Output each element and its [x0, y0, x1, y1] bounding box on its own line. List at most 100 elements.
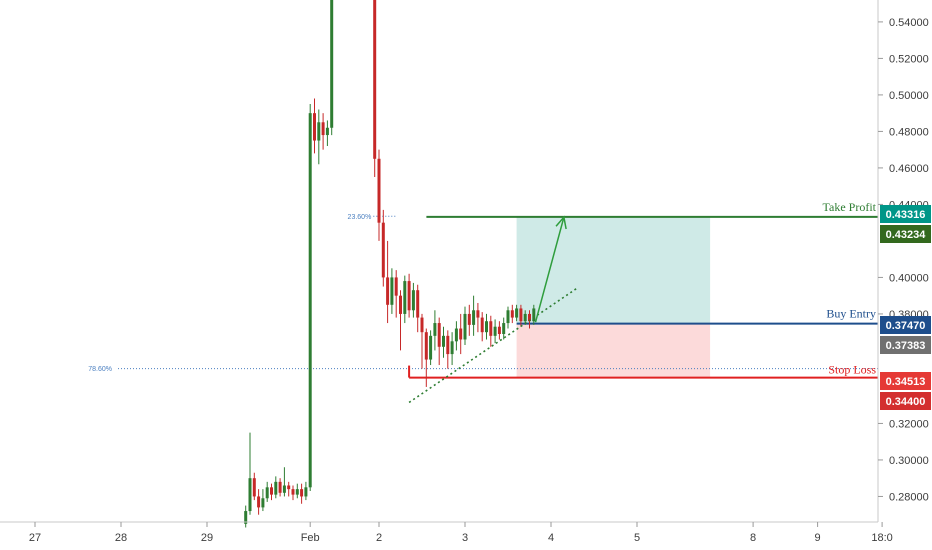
candle	[330, 0, 334, 136]
candle	[394, 270, 398, 318]
x-tick-label: 9	[815, 532, 821, 544]
candle-body	[300, 489, 304, 497]
candle-body	[252, 478, 256, 497]
candle-body	[437, 323, 441, 347]
candle-body	[480, 317, 484, 333]
candle	[459, 313, 463, 355]
candle	[420, 313, 424, 369]
x-tick-label: 27	[29, 532, 41, 544]
candle-body	[295, 489, 299, 495]
projection-arrow-head	[555, 215, 567, 230]
y-tick-label: 0.48000	[889, 126, 929, 138]
candle-body	[528, 313, 531, 322]
candle	[377, 149, 381, 241]
candle-body	[485, 321, 488, 333]
candle-body	[304, 487, 308, 497]
candle	[446, 330, 450, 369]
candle	[373, 0, 377, 178]
candle	[403, 275, 407, 324]
candle	[282, 467, 286, 497]
price-badge-bg	[880, 225, 931, 243]
candle	[321, 113, 325, 150]
candle-body	[257, 496, 261, 508]
candle-body	[403, 281, 407, 314]
price-badge: 0.37470	[880, 316, 931, 334]
candle-body	[321, 122, 325, 136]
candle-body	[248, 478, 252, 512]
y-tick-label: 0.50000	[889, 90, 929, 102]
candle	[493, 319, 497, 344]
candle	[317, 109, 321, 165]
candle	[433, 310, 437, 351]
stop-loss-label: Stop Loss	[828, 363, 876, 377]
candle	[485, 313, 488, 340]
price-badge-bg	[880, 205, 931, 223]
y-axis: 0.540000.520000.500000.480000.460000.440…	[878, 17, 929, 503]
price-badge-bg	[880, 336, 931, 354]
candle	[274, 476, 278, 499]
candle	[265, 481, 269, 502]
price-badge: 0.37383	[880, 336, 931, 354]
candle	[261, 489, 265, 512]
candle	[278, 478, 282, 497]
candle	[381, 209, 385, 287]
candle	[476, 302, 480, 333]
candle	[304, 481, 308, 501]
candle	[295, 483, 299, 499]
candle	[248, 432, 252, 515]
y-tick-label: 0.32000	[889, 418, 929, 430]
price-badge-bg	[880, 316, 931, 334]
candle-body	[261, 498, 265, 508]
x-axis: 27 28 29 Feb 2 3 4 5 8 9 18:0	[29, 522, 893, 544]
price-badge: 0.43316	[880, 205, 931, 223]
candle	[519, 304, 523, 327]
candle-body	[399, 295, 402, 314]
candle	[472, 295, 476, 336]
candle-body	[497, 326, 501, 335]
y-tick-label: 0.30000	[889, 455, 929, 467]
candle-body	[373, 0, 377, 159]
candle	[252, 472, 256, 501]
price-badge-label: 0.43234	[886, 229, 927, 241]
candle	[528, 310, 531, 329]
x-tick-label: 5	[634, 532, 640, 544]
candle	[287, 481, 291, 497]
candle	[386, 240, 390, 324]
x-tick-label: 4	[548, 532, 554, 544]
candle-body	[330, 0, 334, 128]
candle	[424, 328, 428, 387]
candle-body	[532, 308, 536, 322]
x-tick-label: 3	[462, 532, 468, 544]
candle-body	[265, 487, 269, 499]
candle	[450, 332, 454, 366]
price-badge: 0.34513	[880, 372, 931, 390]
candle	[515, 304, 519, 322]
x-tick-label: 2	[376, 532, 382, 544]
price-badge: 0.34400	[880, 392, 931, 410]
price-badge: 0.43234	[880, 225, 931, 243]
take-profit-label: Take Profit	[823, 200, 877, 214]
projection-arrow-shaft	[534, 217, 565, 323]
y-tick-label: 0.46000	[889, 163, 929, 175]
candle-body	[429, 335, 433, 360]
candle	[463, 306, 467, 345]
candle	[308, 104, 312, 491]
candle	[510, 304, 514, 324]
candle-body	[317, 122, 321, 141]
candle-body	[313, 113, 316, 141]
candle	[291, 485, 295, 501]
candle-body	[278, 481, 282, 493]
candle	[325, 120, 329, 147]
price-badge-bg	[880, 392, 931, 410]
candle-body	[476, 310, 480, 318]
candle-body	[287, 485, 291, 490]
candle-body	[420, 317, 424, 333]
candle-body	[459, 328, 463, 340]
profit-zone	[516, 216, 711, 324]
candle	[407, 273, 411, 318]
candle	[442, 326, 445, 358]
candle-body	[467, 313, 471, 325]
x-tick-label: 8	[750, 532, 756, 544]
y-tick-label: 0.54000	[889, 17, 929, 29]
